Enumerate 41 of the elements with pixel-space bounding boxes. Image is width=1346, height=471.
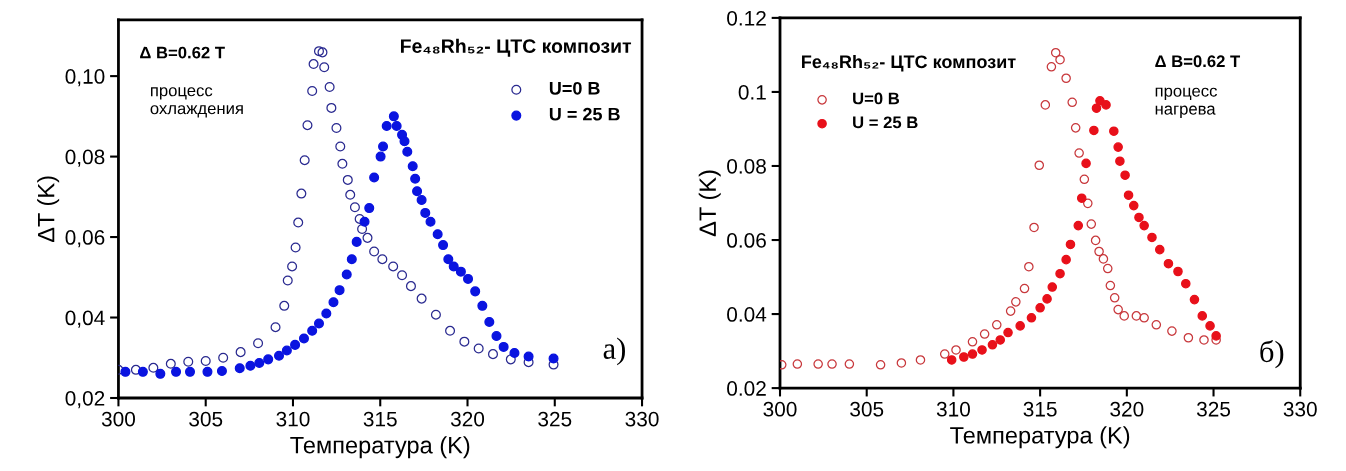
annotation: Δ B=0.62 T [1155, 55, 1241, 68]
x-tick-label: 330 [625, 411, 659, 427]
x-tick-label: 305 [850, 401, 884, 417]
x-tick-label: 315 [363, 411, 397, 427]
annotation: процесс нагрева [1155, 87, 1217, 119]
x-tick-label: 310 [276, 411, 310, 427]
legend-label: U = 25 B [853, 116, 918, 129]
annotation: Δ B=0.62 T [140, 46, 225, 59]
annotation: Fe₄₈Rh₅₂- ЦТС композит [400, 38, 632, 57]
x-tick-label: 315 [1023, 401, 1057, 417]
annotation: б) [1260, 339, 1284, 369]
x-tick-label: 320 [1110, 401, 1144, 417]
x-axis-title: Температура (K) [950, 426, 1130, 449]
y-axis-title: ΔT (K) [37, 176, 60, 243]
x-tick-label: 305 [189, 411, 223, 427]
x-tick-label: 330 [1283, 401, 1317, 417]
y-tick-label: 0,08 [65, 149, 105, 167]
y-tick-label: 0.04 [727, 307, 767, 322]
y-tick-label: 0,02 [65, 391, 105, 409]
y-tick-label: 0.1 [738, 84, 766, 100]
y-tick-label: 0.06 [727, 233, 766, 248]
y-tick-label: 0.08 [727, 158, 766, 174]
y-tick-label: 0.02 [727, 381, 766, 396]
legend-label: U=0 B [853, 92, 900, 105]
annotation: Fe₄₈Rh₅₂- ЦТС композит [802, 54, 1016, 72]
x-tick-label: 310 [936, 401, 970, 417]
x-tick-label: 300 [101, 411, 136, 427]
y-tick-label: 0,04 [65, 310, 105, 328]
y-tick-label: 0,06 [65, 230, 105, 248]
x-tick-label: 325 [538, 411, 572, 427]
x-tick-label: 320 [450, 411, 485, 427]
x-axis-title: Температура (K) [290, 436, 470, 459]
legend-label: U = 25 B [549, 107, 620, 121]
x-tick-label: 325 [1196, 401, 1231, 417]
annotation: процесс охлаждения [150, 87, 243, 118]
annotation: а) [603, 337, 625, 366]
y-axis-title: ΔT (K) [698, 170, 721, 237]
x-tick-label: 300 [763, 401, 797, 417]
legend-label: U=0 B [549, 81, 600, 95]
y-tick-label: 0.12 [727, 10, 766, 26]
y-tick-label: 0,10 [65, 69, 105, 87]
